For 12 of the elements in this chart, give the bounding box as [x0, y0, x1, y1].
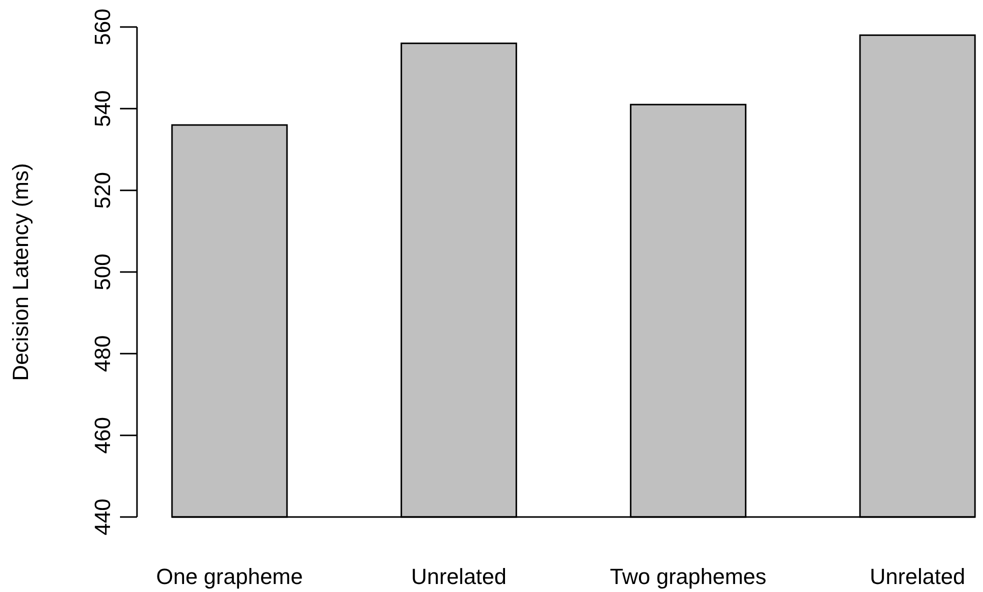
- y-tick-label: 520: [90, 172, 115, 209]
- y-tick-label: 460: [90, 416, 115, 454]
- x-tick-label: Unrelated: [870, 564, 966, 589]
- y-tick-label: 480: [90, 335, 115, 372]
- y-axis-title: Decision Latency (ms): [8, 163, 33, 381]
- x-tick-label: Unrelated: [411, 564, 507, 589]
- y-tick-label: 500: [90, 254, 115, 290]
- x-tick-label: One grapheme: [156, 564, 303, 589]
- y-tick-label: 540: [90, 90, 115, 128]
- x-tick-label: Two graphemes: [610, 564, 766, 589]
- y-tick-label: 440: [90, 498, 115, 536]
- y-tick-label: 560: [90, 8, 115, 46]
